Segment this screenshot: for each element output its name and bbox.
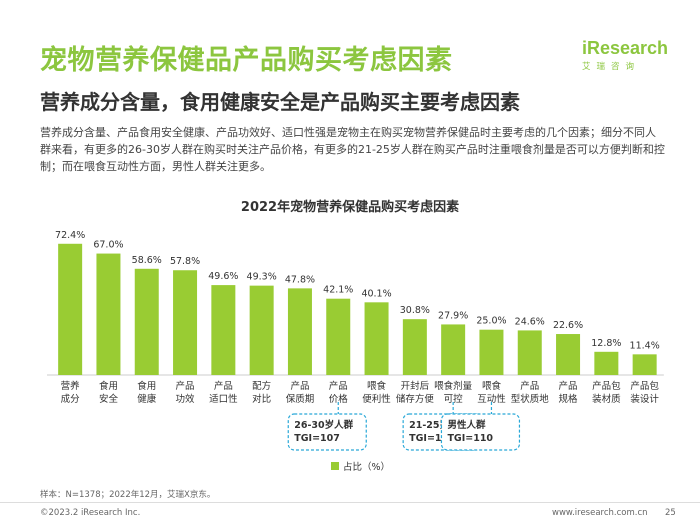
category-label: 产品 (176, 380, 195, 392)
callout-box (287, 413, 367, 451)
source-note: 样本：N=1378；2022年12月，艾瑞X京东。 (40, 490, 216, 500)
category-label: 产品 (214, 380, 233, 392)
bar-value-label: 49.6% (208, 271, 238, 282)
bar-value-label: 47.8% (285, 274, 315, 285)
category-label: 喂食 (482, 380, 502, 392)
category-label: 产品包 (630, 380, 659, 392)
category-label: 产品 (329, 380, 348, 392)
category-label: 产品包 (592, 380, 621, 392)
category-label: 互动性 (477, 393, 506, 405)
footer-divider (0, 502, 700, 503)
category-label: 喂食剂量 (434, 380, 473, 392)
page-subtitle: 营养成分含量，食用健康安全是产品购买主要考虑因素 (40, 90, 520, 114)
category-label: 产品 (520, 380, 539, 392)
bar-value-label: 58.6% (132, 255, 162, 266)
category-label: 营养 (61, 380, 81, 392)
bar-value-label: 22.6% (553, 320, 583, 331)
bar-value-label: 24.6% (515, 316, 545, 327)
bar (173, 270, 198, 375)
bar (479, 329, 504, 375)
callout-text: TGI=110 (447, 433, 493, 444)
summary-paragraph: 营养成分含量、产品食用安全健康、产品功效好、适口性强是宠物主在购买宠物营养保健品… (40, 126, 665, 173)
bar-value-label: 11.4% (630, 340, 660, 351)
bar-value-label: 72.4% (55, 230, 85, 241)
logo-subtext: 艾瑞咨询 (582, 62, 641, 72)
legend-swatch (331, 462, 339, 470)
bar (441, 324, 466, 375)
category-label: 保质期 (286, 393, 315, 405)
bar-value-label: 40.1% (361, 288, 391, 299)
bar (326, 298, 351, 375)
bar (556, 334, 581, 375)
bar-value-label: 27.9% (438, 310, 468, 321)
category-label: 可控 (444, 393, 464, 405)
callout-text: TGI=110 (409, 433, 455, 444)
bar (211, 285, 236, 375)
footer-url: www.iresearch.com.cn (552, 508, 648, 518)
category-label: 功效 (176, 393, 196, 405)
category-label: 食用 (137, 380, 156, 392)
category-label: 规格 (559, 393, 579, 405)
category-label: 装设计 (630, 393, 659, 405)
category-label: 喂食 (367, 380, 387, 392)
bar (632, 354, 657, 375)
bar-value-label: 49.3% (247, 272, 277, 283)
chart-title: 2022年宠物营养保健品购买考虑因素 (240, 200, 460, 215)
page-number: 25 (665, 508, 676, 518)
category-label: 产品 (290, 380, 309, 392)
callout-box (440, 413, 521, 451)
bar-value-label: 30.8% (400, 305, 430, 316)
legend-label: 占比（%） (343, 461, 390, 473)
bar-value-label: 12.8% (591, 338, 621, 349)
bar-value-label: 25.0% (476, 316, 506, 327)
category-label: 对比 (252, 393, 271, 405)
callout-text: 男性人群 (447, 419, 486, 431)
category-label: 配方 (252, 380, 271, 392)
bar (96, 253, 121, 375)
bar-value-label: 57.8% (170, 256, 200, 267)
bar-value-label: 42.1% (323, 285, 353, 296)
category-label: 健康 (137, 393, 157, 405)
category-label: 适口性 (209, 393, 238, 405)
category-label: 产品 (559, 380, 578, 392)
category-label: 型状质地 (511, 393, 550, 405)
category-label: 食用 (99, 380, 118, 392)
bar-value-label: 67.0% (93, 240, 123, 251)
category-label: 成分 (61, 393, 81, 405)
category-label: 储存方便 (396, 393, 435, 405)
bar (517, 330, 542, 375)
bar (249, 285, 274, 375)
category-label: 价格 (329, 393, 349, 405)
copyright: ©2023.2 iResearch Inc. (40, 508, 141, 518)
bar (287, 288, 312, 375)
callout-text: 26-30岁人群 (294, 419, 353, 431)
logo-text: iResearch (582, 38, 669, 58)
bar (134, 268, 159, 375)
category-label: 安全 (99, 393, 119, 405)
bar (364, 302, 389, 375)
category-label: 开封后 (401, 380, 430, 392)
bar (402, 319, 427, 375)
callout-text: TGI=107 (294, 433, 340, 444)
iresearch-logo: iResearch 艾瑞咨询 (582, 38, 669, 72)
category-label: 装材质 (592, 393, 621, 405)
bar (58, 243, 83, 375)
category-label: 便利性 (362, 393, 391, 405)
page-title: 宠物营养保健品产品购买考虑因素 (40, 45, 453, 76)
bar (594, 351, 619, 375)
